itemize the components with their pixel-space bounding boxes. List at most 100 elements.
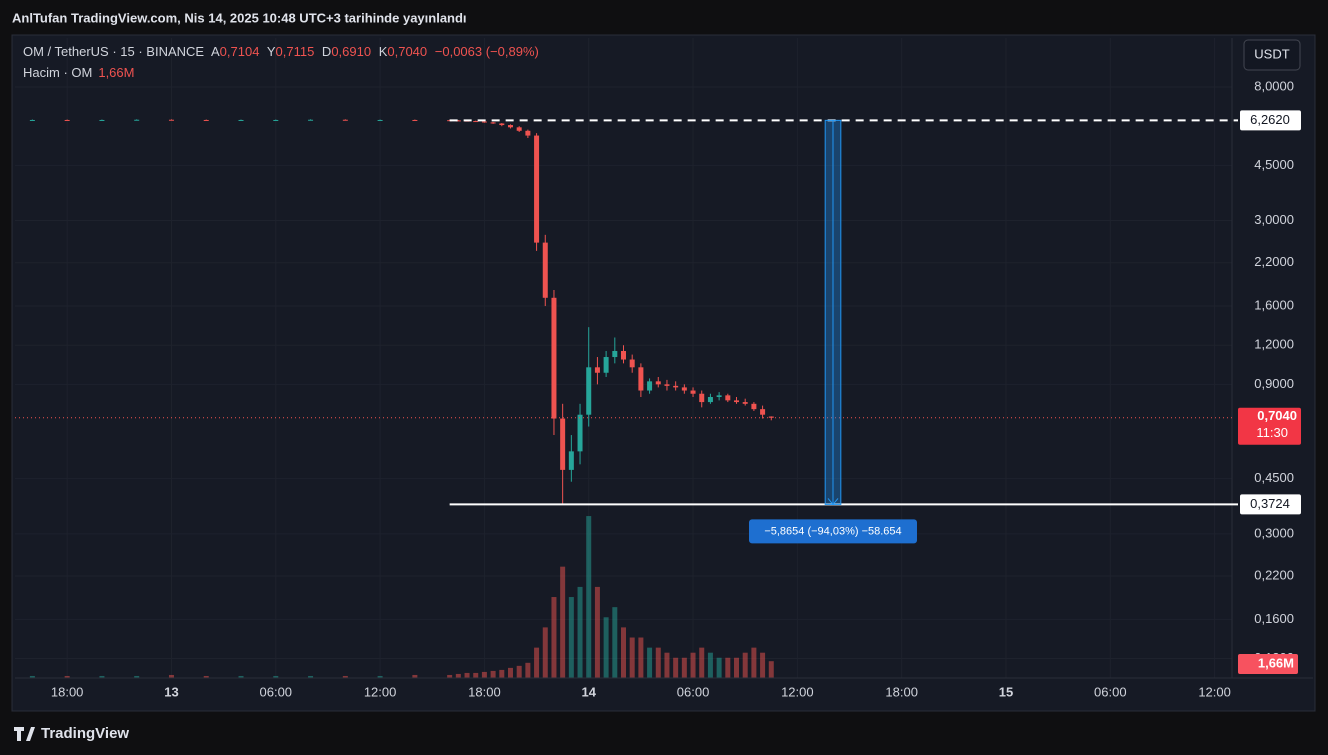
change: −0,0063 (−0,89%): [435, 44, 539, 59]
candle-body: [490, 122, 496, 124]
volume-bar: [534, 647, 540, 678]
candle-body: [342, 119, 348, 121]
y-tick-label: 1,2000: [1254, 337, 1294, 352]
symbol: OM / TetherUS · 15 · BINANCE: [23, 44, 204, 59]
candle-body: [455, 120, 461, 122]
volume-bar: [455, 673, 461, 678]
x-tick-label: 13: [164, 684, 178, 699]
volume-bar: [99, 675, 105, 678]
low-label: D: [322, 44, 331, 59]
candle-body: [638, 367, 644, 391]
candle-body: [673, 385, 679, 388]
volume-bar: [238, 675, 244, 678]
volume-bar: [742, 652, 748, 678]
candle-body: [473, 121, 479, 123]
x-tick-label: 18:00: [51, 684, 84, 699]
volume-bar: [273, 675, 279, 678]
candle-body: [516, 127, 522, 131]
volume-bar: [525, 662, 531, 678]
candle-body: [534, 135, 540, 243]
currency-label[interactable]: USDT: [1254, 46, 1289, 61]
volume-bar: [751, 647, 757, 678]
volume-title: Hacim · OM: [23, 65, 92, 80]
volume-bar: [473, 672, 479, 678]
open-label: A: [211, 44, 220, 59]
volume-bar: [481, 671, 487, 678]
x-tick-label: 14: [581, 684, 596, 699]
volume-bar: [586, 516, 592, 678]
x-tick-label: 12:00: [1198, 684, 1231, 699]
candle-body: [551, 297, 557, 419]
volume-bar: [542, 627, 548, 678]
price-badge-label: 0,7040: [1257, 408, 1297, 423]
measure-label-box: [748, 519, 917, 544]
y-tick-label: 0,1600: [1254, 611, 1294, 626]
candle-body: [725, 395, 731, 401]
y-tick-label: 2,2000: [1254, 254, 1294, 269]
candle-body: [134, 119, 140, 121]
volume-bar: [134, 675, 140, 678]
x-tick-label: 18:00: [885, 684, 918, 699]
level-badge: [1240, 494, 1301, 515]
candle-body: [768, 416, 774, 418]
candle-body: [560, 418, 566, 470]
volume-bar: [707, 652, 713, 678]
y-tick-label: 3,0000: [1254, 212, 1294, 227]
volume-bar: [647, 647, 653, 678]
candle-body: [612, 350, 618, 358]
x-tick-label: 06:00: [260, 684, 293, 699]
volume-header: Hacim · OM 1,66M: [23, 65, 134, 80]
candle-body: [577, 414, 583, 452]
volume-bar: [560, 566, 566, 678]
candle-body: [64, 119, 70, 121]
volume-bar: [690, 652, 696, 678]
candle-body: [542, 242, 548, 298]
volume-bar: [725, 657, 731, 678]
y-tick-label: 0,9000: [1254, 376, 1294, 391]
volume-bar: [760, 652, 766, 678]
volume-bar: [638, 637, 644, 678]
candle-body: [525, 130, 531, 136]
currency-button[interactable]: [1243, 39, 1301, 71]
candle-body: [734, 400, 740, 403]
volume-badge: [1238, 654, 1298, 674]
volume-bar: [490, 670, 496, 678]
candle-body: [203, 119, 209, 121]
volume-bar: [699, 647, 705, 678]
close-label: K: [379, 44, 388, 59]
x-tick-label: 12:00: [364, 684, 397, 699]
candle-body: [308, 119, 314, 121]
y-tick-label: 0,4500: [1254, 470, 1294, 485]
volume-bar: [681, 657, 687, 678]
x-tick-label: 06:00: [1094, 684, 1127, 699]
logo-mark: [14, 727, 35, 741]
measure-label: −5,8654 (−94,03%) −58.654: [764, 525, 901, 537]
open-value: 0,7104: [220, 44, 260, 59]
volume-badge-label: 1,66M: [1258, 655, 1294, 670]
volume-bar: [612, 607, 618, 678]
volume-bar: [168, 674, 174, 678]
volume-bar: [673, 657, 679, 678]
low-value: 0,6910: [331, 44, 371, 59]
y-tick-label: 0,3000: [1254, 525, 1294, 540]
close-value: 0,7040: [387, 44, 427, 59]
published-note: AnlTufan TradingView.com, Nis 14, 2025 1…: [12, 10, 467, 25]
y-tick-label: 4,5000: [1254, 157, 1294, 172]
candle-body: [742, 402, 748, 404]
volume-bar: [308, 675, 314, 678]
x-tick-label: 06:00: [677, 684, 710, 699]
candle-body: [168, 119, 174, 121]
candle-body: [499, 123, 505, 126]
level-badge: [1240, 110, 1301, 131]
x-tick-label: 15: [999, 684, 1013, 699]
measure-arrowhead: [827, 498, 839, 506]
candle-body: [690, 390, 696, 394]
candle-body: [716, 395, 722, 398]
candle-body: [699, 393, 705, 403]
volume-bar: [603, 617, 609, 678]
volume-bar: [716, 657, 722, 678]
volume-bar: [412, 674, 418, 678]
volume-bar: [655, 647, 661, 678]
